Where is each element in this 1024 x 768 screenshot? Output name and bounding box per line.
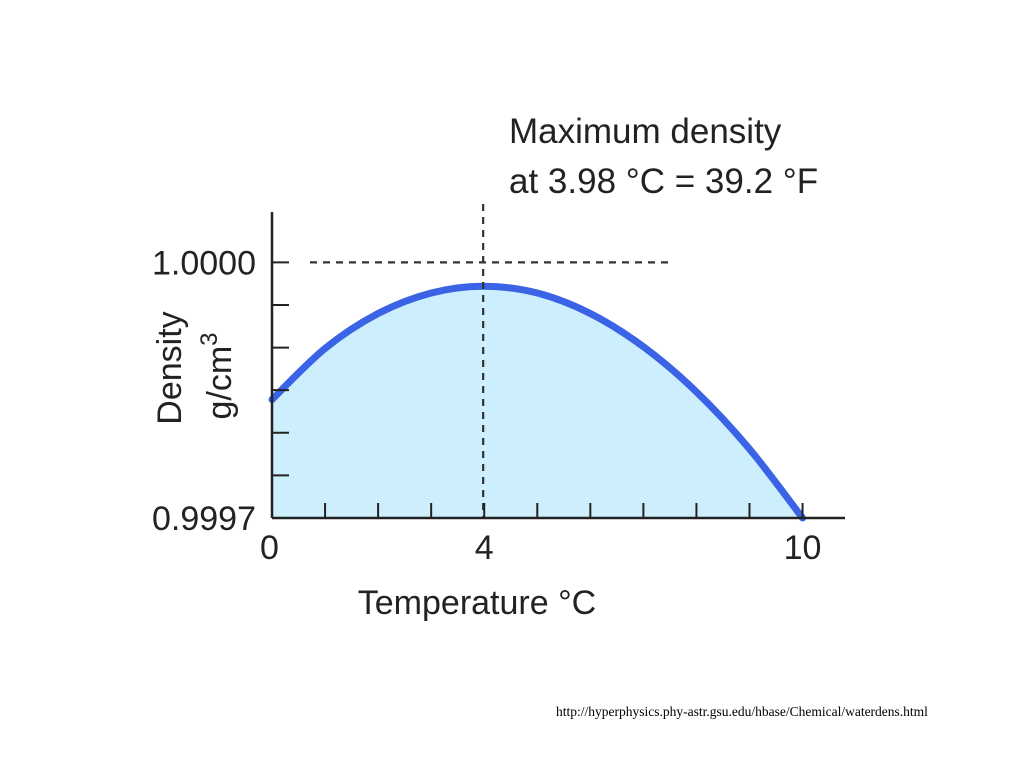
- x-axis-title: Temperature °C: [358, 584, 596, 622]
- source-url: http://hyperphysics.phy-astr.gsu.edu/hba…: [556, 704, 928, 719]
- y-axis-unit: g/cm: [201, 346, 239, 420]
- annotation-line1: Maximum density: [509, 112, 782, 151]
- x-tick-label-2: 10: [784, 529, 822, 567]
- y-axis-title: Density g/cm3: [151, 311, 239, 424]
- y-axis-title-line1: Density: [151, 311, 189, 424]
- y-tick-label-1: 0.9997: [152, 500, 256, 538]
- annotation-line2: at 3.98 °C = 39.2 °F: [509, 162, 818, 201]
- x-tick-labels: 0 4 10: [260, 529, 821, 567]
- density-curve: [268, 282, 807, 522]
- density-chart: 0 4 10 1.0000 0.9997 Temperature °C Density…: [151, 112, 845, 622]
- y-axis-ticks: [272, 261, 289, 519]
- area-fill: [272, 286, 803, 518]
- x-tick-label-1: 4: [475, 529, 494, 567]
- x-tick-label-0: 0: [260, 529, 279, 567]
- y-axis-unit-exponent: 3: [196, 332, 223, 345]
- y-tick-label-0: 1.0000: [152, 244, 256, 282]
- y-axis-title-line2: g/cm3: [196, 332, 239, 419]
- x-axis-ticks: [271, 503, 804, 518]
- y-tick-labels: 1.0000 0.9997: [152, 244, 256, 538]
